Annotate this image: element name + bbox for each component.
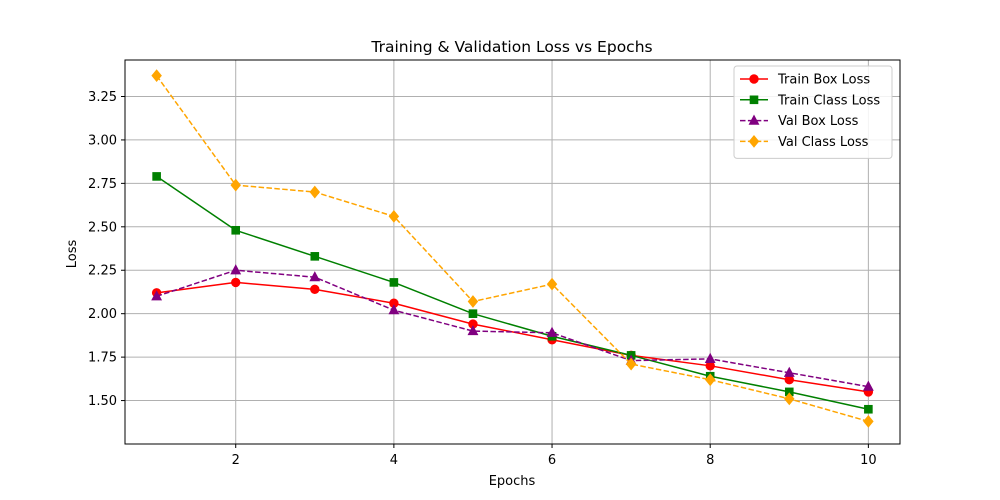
- y-tick-label: 1.75: [88, 351, 117, 366]
- x-tick-label: 10: [860, 453, 877, 468]
- data-point: [231, 277, 241, 288]
- x-tick-label: 8: [706, 453, 714, 468]
- data-point: [468, 309, 478, 318]
- chart-title: Training & Validation Loss vs Epochs: [370, 38, 652, 56]
- y-tick-label: 1.50: [88, 394, 117, 409]
- legend-marker: [749, 74, 759, 84]
- legend-label: Val Class Loss: [778, 135, 869, 150]
- data-point: [309, 185, 321, 199]
- data-point: [784, 392, 795, 406]
- legend-box: [733, 65, 893, 159]
- data-point: [309, 271, 321, 282]
- y-tick-label: 3.25: [88, 90, 117, 105]
- series-val-class-loss: [151, 69, 874, 428]
- data-point: [863, 415, 874, 428]
- data-point: [864, 404, 873, 414]
- data-point: [862, 380, 874, 391]
- series-layer: [151, 69, 874, 428]
- y-tick-label: 2.50: [88, 220, 117, 235]
- legend-item: Train Box Loss: [740, 73, 870, 88]
- data-point: [467, 324, 479, 336]
- data-point: [546, 326, 558, 337]
- plot-frame: [124, 59, 901, 445]
- data-point: [546, 277, 558, 291]
- x-axis-label: Epochs: [489, 474, 536, 489]
- x-tick-label: 6: [548, 453, 556, 468]
- series-val-box-loss: [151, 264, 874, 391]
- data-point: [230, 178, 241, 192]
- data-point: [625, 357, 637, 371]
- data-point: [388, 209, 400, 223]
- series-line: [156, 269, 869, 388]
- series-line: [156, 75, 869, 423]
- legend-marker: [748, 135, 760, 148]
- legend-item: Val Class Loss: [740, 135, 869, 150]
- legend-marker: [749, 95, 759, 105]
- data-point: [704, 373, 716, 387]
- y-tick-label: 2.25: [88, 264, 117, 279]
- data-point: [783, 366, 795, 377]
- y-tick-label: 2.75: [88, 177, 117, 192]
- data-point: [151, 69, 162, 83]
- series-line: [156, 281, 869, 393]
- data-point: [310, 252, 320, 261]
- y-tick-label: 2.00: [88, 307, 117, 322]
- y-tick-label: 3.00: [88, 133, 117, 148]
- data-point: [230, 264, 242, 275]
- data-point: [152, 172, 161, 181]
- grid: [125, 60, 900, 444]
- data-point: [310, 284, 320, 295]
- x-tick-label: 4: [390, 453, 398, 468]
- legend-label: Train Class Loss: [777, 93, 880, 108]
- ticks: 2 4 6 8 10 1.50 1.75 2.00 2.25 2.50 2.75 3.00 3.25: [88, 90, 877, 468]
- y-axis-label: Loss: [65, 240, 80, 269]
- x-tick-label: 2: [232, 453, 240, 468]
- data-point: [704, 352, 716, 363]
- data-point: [388, 304, 400, 315]
- legend-item: Val Box Loss: [740, 114, 859, 129]
- data-point: [231, 225, 241, 235]
- legend-item: Train Class Loss: [740, 93, 880, 108]
- legend-label: Val Box Loss: [778, 114, 859, 129]
- data-point: [467, 295, 479, 308]
- series-line: [156, 175, 869, 410]
- legend: Train Box Loss Train Class Loss Val Box Lo…: [733, 65, 893, 159]
- legend-marker: [748, 114, 760, 125]
- legend-label: Train Box Loss: [777, 73, 870, 88]
- data-point: [151, 290, 163, 301]
- data-point: [389, 278, 399, 287]
